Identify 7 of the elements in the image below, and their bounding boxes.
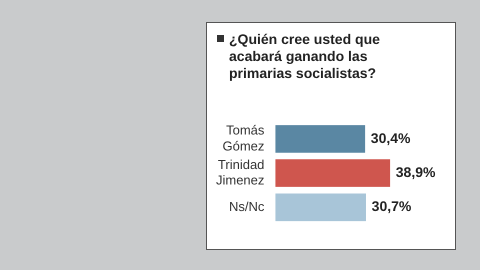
y-tick-label: Tomás Gómez — [222, 122, 265, 154]
y-tick-label: Ns/Nc — [229, 198, 265, 214]
data-label: 30,7% — [372, 198, 412, 214]
data-label: 30,4% — [370, 130, 412, 146]
y-tick-label: Trinidad Jimenez — [216, 156, 264, 188]
data-label: 38,9% — [396, 164, 436, 180]
chart-title: ¿Quién cree usted que acabará ganando las primarias socialistas? — [229, 31, 381, 82]
